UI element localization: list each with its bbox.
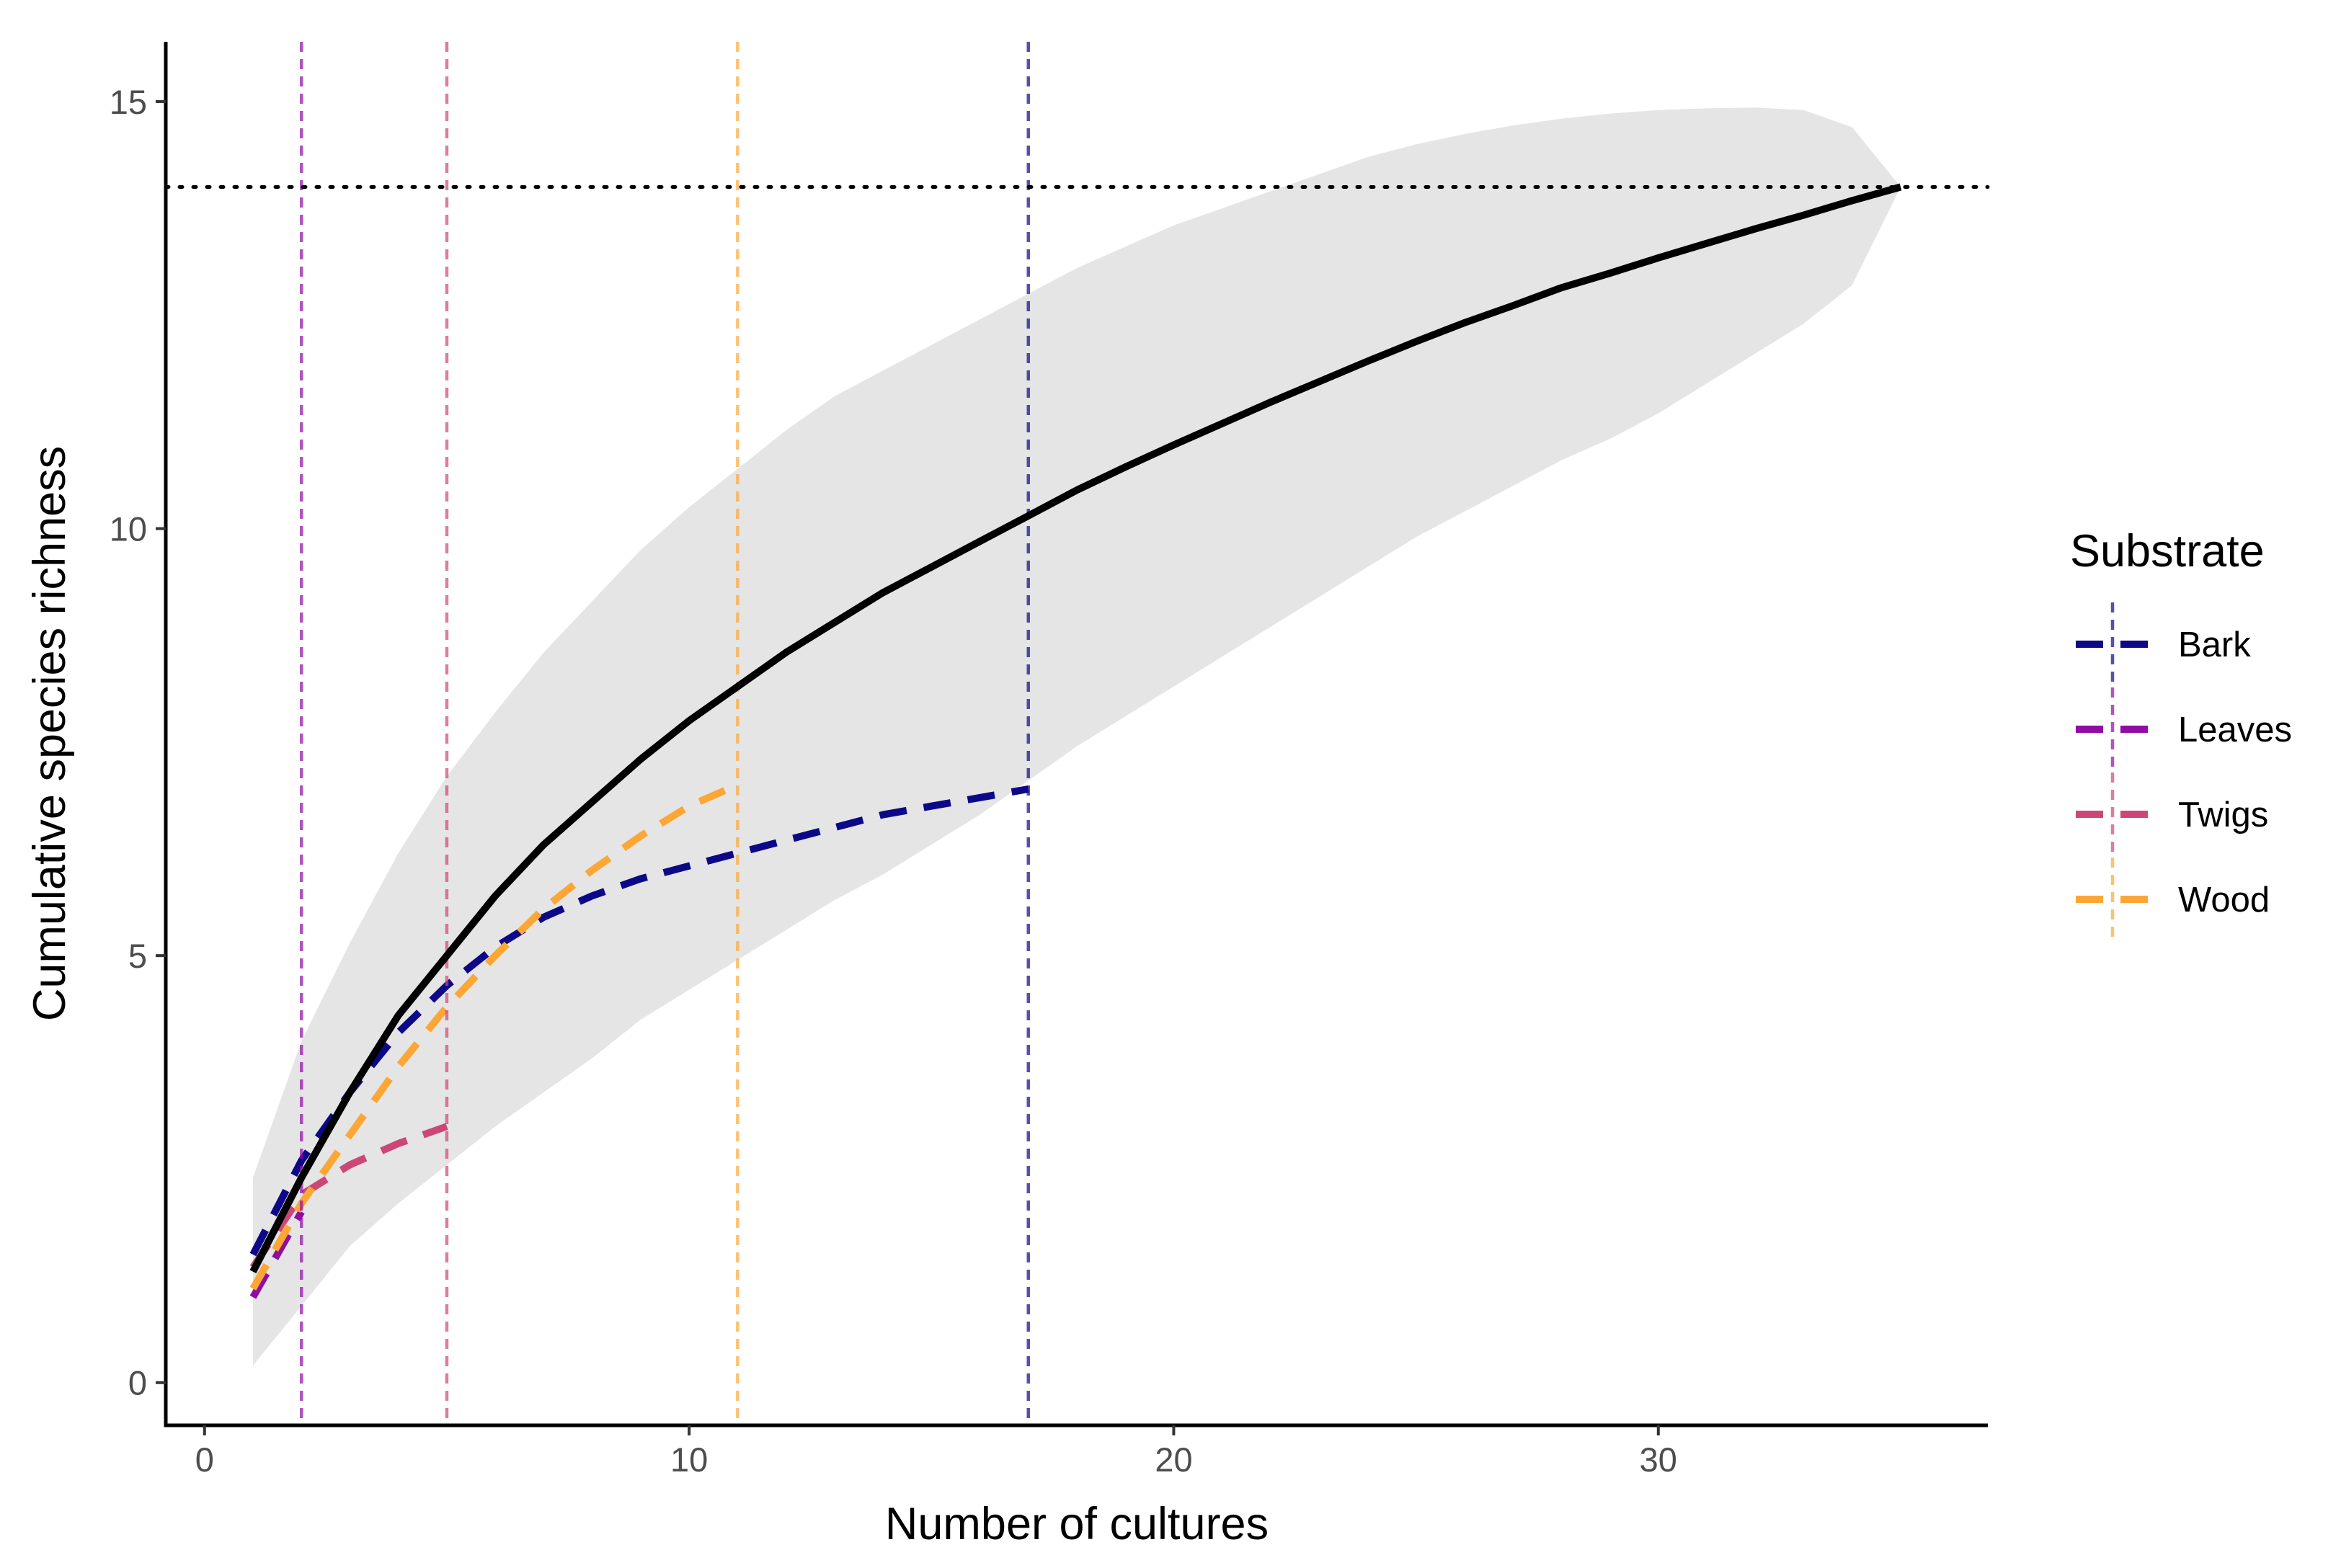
y-tick-label-15: 15 [110,83,147,121]
series-line-twigs [249,1123,448,1270]
series-layer [249,781,1029,1299]
x-tick-label-20: 20 [1155,1440,1192,1479]
legend-label-bark: Bark [2178,625,2251,664]
x-axis-title: Number of cultures [885,1499,1269,1549]
series-line-bark [249,785,1029,1257]
series-line-leaves [249,1210,305,1299]
x-tick-label-0: 0 [195,1440,214,1479]
confidence-band [253,107,1901,1366]
legend: Substrate Bark Leaves Twigs Wood [2070,526,2292,941]
sample-size-lines-layer [300,42,1031,1425]
legend-title: Substrate [2070,526,2265,576]
series-line-wood [249,781,739,1291]
legend-label-leaves: Leaves [2178,710,2292,749]
y-tick-label-0: 0 [128,1364,147,1402]
y-axis-title: Cumulative species richness [25,446,75,1021]
x-tick-label-30: 30 [1640,1440,1677,1479]
axes-layer: 0 10 20 30 0 5 10 15 [110,42,1988,1479]
x-tick-label-10: 10 [670,1440,708,1479]
y-tick-label-5: 5 [128,937,147,975]
y-tick-label-10: 10 [110,510,147,548]
overall-accumulation-curve [249,183,1902,1273]
confidence-band-layer [253,107,1901,1366]
legend-label-twigs: Twigs [2178,796,2268,834]
legend-label-wood: Wood [2178,881,2270,919]
overall-curve-layer [164,183,1990,1273]
